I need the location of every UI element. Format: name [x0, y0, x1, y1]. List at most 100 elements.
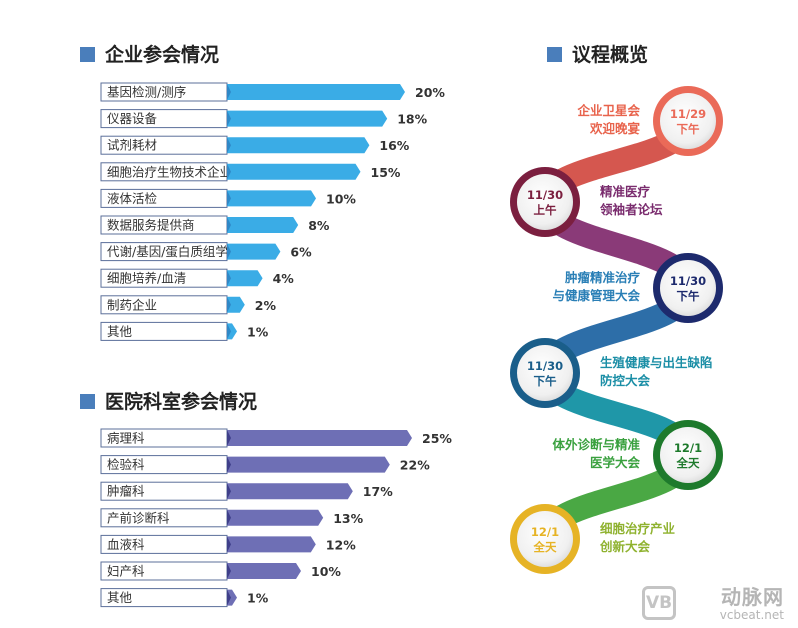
- node-time: 下午: [534, 374, 557, 388]
- bar-notch: [227, 270, 231, 287]
- category-label: 代谢/基因/蛋白质组学等: [107, 244, 240, 259]
- agenda-title-line: 生殖健康与出生缺陷: [600, 355, 713, 370]
- bar-notch: [227, 217, 231, 233]
- hospital-bar-chart: 病理科 25% 检验科 22% 肿瘤科 17% 产前诊断科 13% 血液科 12% 妇产科 10% 其他…: [100, 428, 452, 608]
- bar: [227, 110, 388, 127]
- agenda-title-line: 精准医疗: [600, 184, 651, 199]
- category-label: 肿瘤科: [107, 484, 145, 499]
- category-label: 检验科: [107, 457, 145, 472]
- node-time: 上午: [534, 203, 557, 217]
- node-date: 12/1: [674, 441, 702, 455]
- node-disc: [660, 427, 716, 483]
- bar-notch: [227, 589, 231, 606]
- bar-notch: [227, 296, 231, 313]
- bar: [227, 589, 237, 606]
- bar: [227, 536, 316, 553]
- bar-row: 制药企业 2%: [100, 295, 277, 315]
- hospital-section-title: 医院科室参会情况: [80, 387, 257, 414]
- category-label: 其他: [107, 324, 133, 339]
- bar: [227, 137, 370, 154]
- bar-notch: [227, 430, 231, 446]
- value-label: 1%: [247, 591, 269, 606]
- bar-notch: [227, 509, 231, 526]
- bar-row: 细胞治疗生物技术企业 15%: [100, 162, 401, 182]
- bar: [227, 217, 299, 233]
- category-label: 细胞培养/血清: [107, 271, 186, 286]
- bar: [227, 323, 237, 340]
- node-date: 11/30: [527, 188, 563, 202]
- bar-row: 肿瘤科 17%: [100, 481, 393, 501]
- watermark: 动脉网 vcbeat.net: [720, 581, 784, 622]
- bar-notch: [227, 110, 231, 127]
- bar-notch: [227, 84, 231, 100]
- agenda-title-line: 肿瘤精准治疗: [565, 270, 641, 285]
- title-square-icon: [547, 47, 562, 62]
- value-label: 10%: [311, 564, 341, 579]
- category-label: 其他: [107, 590, 133, 605]
- bar: [227, 563, 301, 579]
- agenda-title-line: 与健康管理大会: [552, 288, 640, 303]
- node-time: 全天: [533, 540, 557, 554]
- category-label: 仪器设备: [107, 111, 158, 126]
- bar: [227, 243, 281, 260]
- agenda-title-line: 细胞治疗产业: [600, 521, 676, 536]
- value-label: 12%: [326, 537, 356, 552]
- bar-notch: [227, 243, 231, 260]
- enterprise-section-title: 企业参会情况: [80, 40, 219, 67]
- bar: [227, 190, 316, 207]
- bar-row: 液体活检 10%: [100, 188, 356, 208]
- bar: [227, 163, 361, 180]
- node-time: 下午: [677, 289, 700, 303]
- category-label: 制药企业: [107, 297, 157, 312]
- node-disc: [517, 345, 573, 401]
- bar-notch: [227, 163, 231, 180]
- bar: [227, 296, 245, 313]
- bar-row: 数据服务提供商 8%: [100, 215, 330, 235]
- bar: [227, 483, 353, 500]
- bar-row: 基因检测/测序 20%: [100, 82, 445, 102]
- bar-row: 仪器设备 18%: [100, 109, 428, 129]
- watermark-brand: 动脉网: [721, 585, 784, 609]
- node-date: 12/1: [531, 525, 559, 539]
- agenda-title-line: 领袖者论坛: [600, 202, 663, 217]
- bar-notch: [227, 323, 231, 340]
- node-disc: [660, 93, 716, 149]
- agenda-title-line: 体外诊断与精准: [552, 437, 640, 452]
- agenda-section-title: 议程概览: [547, 40, 648, 67]
- bar-row: 其他 1%: [100, 321, 269, 341]
- node-time: 下午: [677, 122, 700, 136]
- category-label: 数据服务提供商: [107, 218, 195, 233]
- watermark-url: vcbeat.net: [719, 608, 784, 622]
- category-label: 液体活检: [107, 191, 158, 206]
- bar-row: 检验科 22%: [100, 455, 430, 475]
- vcbeat-logo: VB: [642, 586, 676, 620]
- node-disc: [517, 174, 573, 230]
- bar-notch: [227, 137, 231, 154]
- bar-notch: [227, 563, 231, 579]
- value-label: 2%: [255, 298, 277, 313]
- value-label: 20%: [415, 85, 445, 100]
- bar: [227, 509, 324, 526]
- value-label: 15%: [371, 165, 401, 180]
- title-square-icon: [80, 394, 95, 409]
- category-label: 基因检测/测序: [107, 85, 186, 100]
- category-label: 试剂耗材: [107, 138, 157, 153]
- bar-row: 其他 1%: [100, 588, 269, 608]
- bar: [227, 84, 405, 100]
- node-disc: [517, 511, 573, 567]
- agenda-title-line: 欢迎晚宴: [589, 121, 641, 136]
- bar-row: 代谢/基因/蛋白质组学等 6%: [100, 242, 312, 262]
- value-label: 25%: [422, 431, 452, 446]
- bar-row: 细胞培养/血清 4%: [100, 268, 294, 288]
- category-label: 病理科: [107, 431, 145, 446]
- agenda-title-line: 防控大会: [600, 373, 651, 388]
- bar-row: 血液科 12%: [100, 534, 356, 554]
- node-disc: [660, 260, 716, 316]
- value-label: 1%: [247, 324, 269, 339]
